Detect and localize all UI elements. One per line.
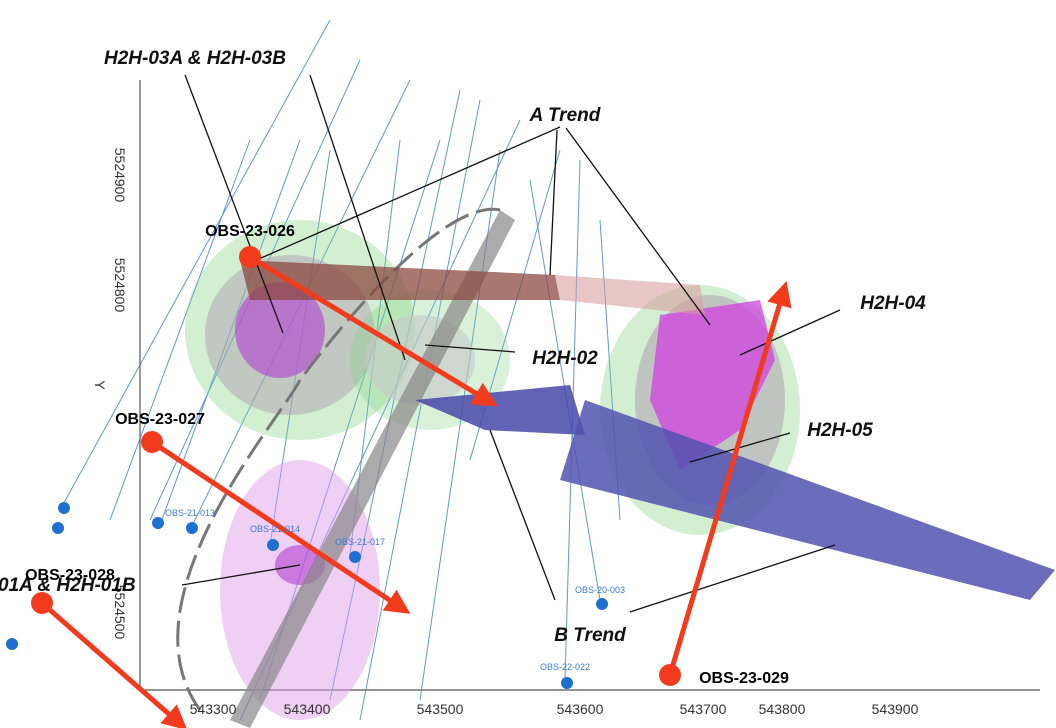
label: A Trend <box>529 105 601 126</box>
x-label: 543600 <box>557 701 604 717</box>
label: B Trend <box>554 625 626 646</box>
y-label: 5524500 <box>112 585 128 640</box>
hole-label: OBS-23-026 <box>205 223 295 240</box>
b-plane <box>560 400 1055 600</box>
label: H2H-04 <box>860 293 926 314</box>
hole-label: OBS-23-029 <box>699 670 789 687</box>
x-label: 543500 <box>417 701 464 717</box>
a-plane <box>555 275 705 315</box>
hole-label: OBS-23-027 <box>115 411 205 428</box>
x-label: 543900 <box>872 701 919 717</box>
trend-band <box>230 210 515 728</box>
collars <box>6 502 608 689</box>
label: H2H-02 <box>532 348 598 369</box>
collar-label: OBS-21-013 <box>165 508 215 518</box>
x-label: 543400 <box>284 701 331 717</box>
a-plane <box>240 260 560 300</box>
x-label: 543300 <box>190 701 237 717</box>
outline <box>176 207 501 711</box>
label: H2H-03A & H2H-03B <box>104 48 286 69</box>
y-axis-name: Y <box>92 380 108 390</box>
y-label: 5524800 <box>112 258 128 313</box>
x-axis-labels: 543300 543400 543500 543600 543700 54380… <box>190 701 919 717</box>
obs-arrows <box>31 246 792 728</box>
label: 01A & H2H-01B <box>0 575 136 596</box>
label: H2H-05 <box>807 420 873 441</box>
collar-label: OBS-21-014 <box>250 524 300 534</box>
collar-label: OBS-20-003 <box>575 585 625 595</box>
collar-label: OBS-21-017 <box>335 537 385 547</box>
y-label: 5524900 <box>112 148 128 203</box>
x-label: 543800 <box>759 701 806 717</box>
x-label: 543700 <box>680 701 727 717</box>
y-axis-labels: 5524900 5524800 5524500 Y <box>92 148 128 640</box>
feature-labels: H2H-03A & H2H-03B A Trend H2H-04 H2H-02 … <box>0 48 926 687</box>
hole-label: OBS-23-028 <box>25 567 115 584</box>
collar-label: OBS-22-022 <box>540 662 590 672</box>
small-labels: OBS-21-013 OBS-21-014 OBS-21-017 OBS-20-… <box>165 508 625 672</box>
leaders <box>181 74 841 613</box>
b-plane <box>415 385 585 435</box>
